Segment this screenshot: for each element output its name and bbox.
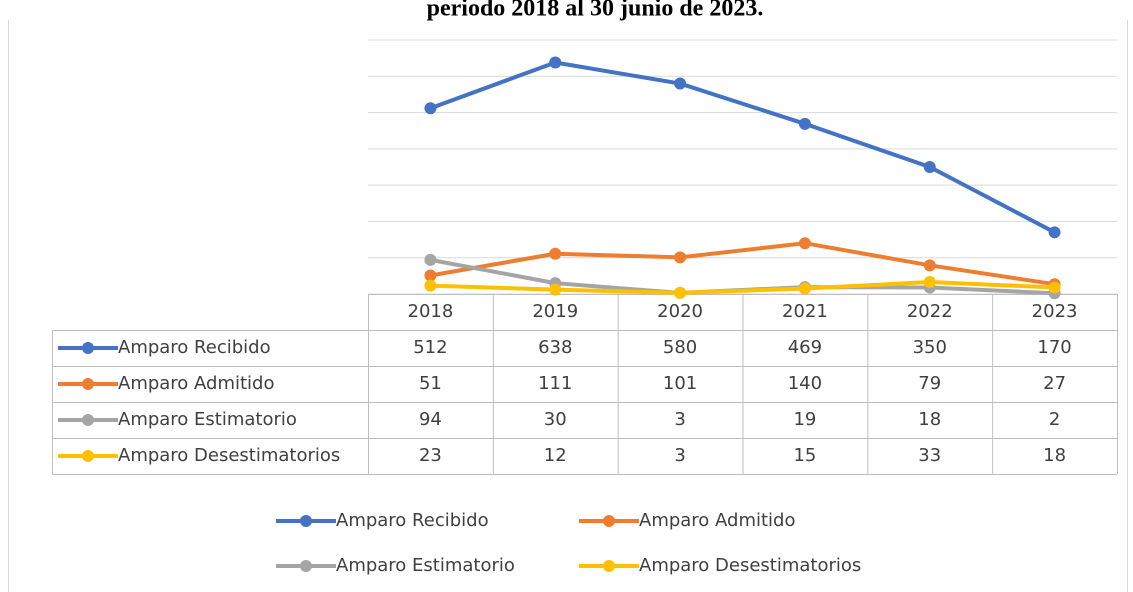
data-point [549, 56, 562, 69]
data-point [1048, 226, 1061, 239]
legend-label: Amparo Recibido [336, 510, 489, 531]
x-tick-label: 2023 [1032, 301, 1078, 322]
table-value: 27 [1043, 373, 1066, 394]
legend-label: Amparo Admitido [639, 510, 796, 531]
legend-swatch [82, 378, 94, 390]
data-point [1048, 281, 1061, 294]
table-value: 140 [788, 373, 822, 394]
series-line [430, 241, 1055, 287]
legend-swatch [603, 560, 615, 572]
table-value: 170 [1037, 337, 1071, 358]
table-value: 23 [419, 445, 442, 466]
legend-swatch [82, 450, 94, 462]
data-point [424, 269, 437, 282]
table-value: 12 [544, 445, 567, 466]
chart-title: periodo 2018 al 30 junio de 2023. [427, 0, 764, 22]
data-point [424, 102, 437, 115]
table-value: 19 [793, 409, 816, 430]
legend-label: Amparo Estimatorio [336, 555, 515, 576]
table-value: 101 [663, 373, 697, 394]
x-tick-label: 2019 [532, 301, 578, 322]
legend-swatch [82, 342, 94, 354]
data-point [798, 117, 811, 130]
series-line [429, 60, 1056, 235]
table-value: 30 [544, 409, 567, 430]
data-point [549, 247, 562, 260]
data-point [798, 237, 811, 250]
table-value: 638 [538, 337, 572, 358]
table-value: 3 [674, 445, 685, 466]
table-value: 51 [419, 373, 442, 394]
table-value: 79 [918, 373, 941, 394]
table-value: 469 [788, 337, 822, 358]
data-point [674, 251, 687, 264]
legend-swatch [82, 414, 94, 426]
table-value: 3 [674, 409, 685, 430]
legend-swatch [300, 560, 312, 572]
data-point [798, 282, 811, 295]
x-tick-label: 2021 [782, 301, 828, 322]
x-tick-label: 2020 [657, 301, 703, 322]
table-row-label: Amparo Desestimatorios [118, 445, 340, 466]
data-point [424, 253, 437, 266]
data-point [674, 77, 687, 90]
data-point [923, 259, 936, 272]
data-point [923, 276, 936, 289]
table-value: 18 [1043, 445, 1066, 466]
data-point [549, 283, 562, 296]
table-value: 94 [419, 409, 442, 430]
legend-swatch [300, 515, 312, 527]
table-value: 15 [793, 445, 816, 466]
data-point [424, 279, 437, 292]
x-tick-label: 2022 [907, 301, 953, 322]
table-value: 350 [913, 337, 947, 358]
table-value: 512 [413, 337, 447, 358]
legend-swatch [603, 515, 615, 527]
table-value: 580 [663, 337, 697, 358]
x-tick-label: 2018 [408, 301, 454, 322]
table-value: 18 [918, 409, 941, 430]
table-row-label: Amparo Estimatorio [118, 409, 297, 430]
series-line [430, 280, 1055, 295]
table-row-label: Amparo Recibido [118, 337, 271, 358]
table-value: 111 [538, 373, 572, 394]
table-value: 2 [1049, 409, 1060, 430]
data-point [674, 286, 687, 299]
legend-label: Amparo Desestimatorios [639, 555, 861, 576]
table-row-label: Amparo Admitido [118, 373, 275, 394]
table-value: 33 [918, 445, 941, 466]
data-point [923, 161, 936, 173]
